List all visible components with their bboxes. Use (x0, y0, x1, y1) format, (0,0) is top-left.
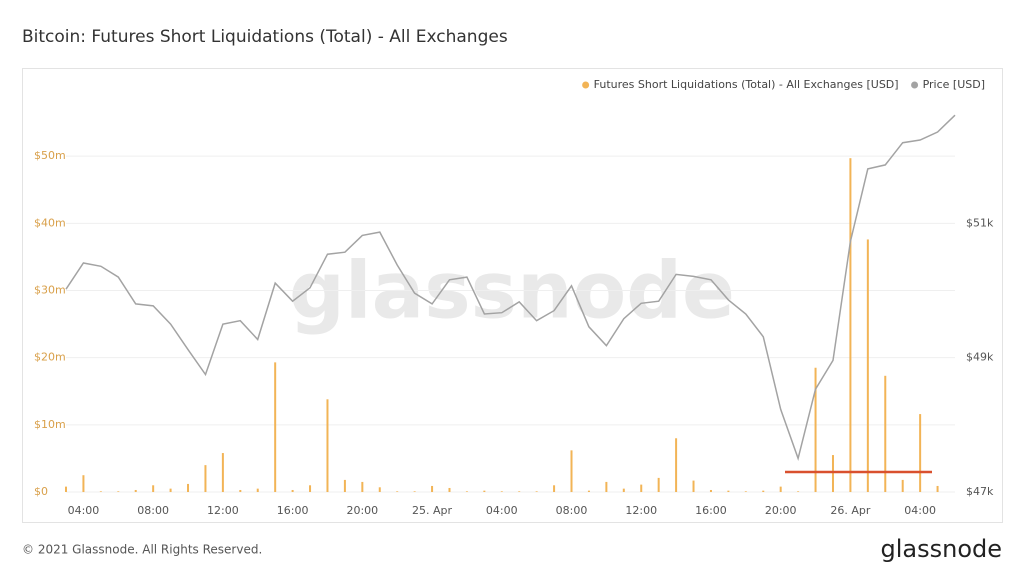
y-tick-label: $10m (34, 418, 66, 431)
bar (570, 450, 573, 492)
bar (448, 487, 451, 492)
bar (65, 486, 67, 492)
legend-label: Futures Short Liquidations (Total) - All… (594, 78, 899, 91)
chart-title: Bitcoin: Futures Short Liquidations (Tot… (22, 27, 508, 47)
bar (901, 479, 904, 492)
bar (640, 484, 643, 492)
bar (675, 438, 678, 492)
bar (692, 480, 695, 492)
x-tick-label: 08:00 (137, 504, 169, 517)
x-tick-label: 04:00 (68, 504, 100, 517)
x-tick-label: 12:00 (625, 504, 657, 517)
bar (309, 485, 312, 492)
bar (709, 489, 712, 492)
logo: glassnode (880, 535, 1002, 563)
y2-tick-label: $51k (966, 216, 994, 229)
x-tick-label: 20:00 (765, 504, 797, 517)
y-tick-label: $50m (34, 149, 66, 162)
x-tick-label: 16:00 (695, 504, 727, 517)
bar (727, 490, 730, 492)
bar (274, 362, 277, 492)
bar (919, 414, 922, 492)
y-tick-label: $40m (34, 216, 66, 229)
x-tick-label: 04:00 (486, 504, 518, 517)
y2-tick-label: $47k (966, 485, 994, 498)
bar (797, 491, 800, 492)
bar (169, 488, 172, 492)
bar (465, 491, 468, 492)
bar (500, 491, 503, 492)
y-tick-label: $20m (34, 351, 66, 364)
x-tick-label: 04:00 (904, 504, 936, 517)
bar (431, 485, 434, 492)
bar (884, 375, 887, 492)
bar (256, 488, 259, 492)
marks (65, 114, 956, 492)
bar (849, 158, 852, 492)
bar (779, 486, 782, 492)
bar (762, 490, 765, 492)
y2-tick-label: $49k (966, 351, 994, 364)
x-tick-label: 25. Apr (412, 504, 452, 517)
legend-swatch (911, 81, 919, 89)
x-tick-label: 08:00 (556, 504, 588, 517)
bar (291, 489, 294, 492)
price-line (65, 114, 956, 461)
y-tick-label: $0 (34, 485, 48, 498)
x-tick-label: 16:00 (277, 504, 309, 517)
bar (744, 491, 747, 492)
x-tick-label: 12:00 (207, 504, 239, 517)
bar (187, 483, 190, 492)
bar (378, 487, 381, 492)
bar (134, 489, 137, 492)
bar (361, 481, 364, 492)
bar (936, 485, 939, 492)
bar (117, 491, 120, 492)
bar (82, 475, 85, 492)
bar (622, 488, 625, 492)
bar (152, 485, 155, 492)
bar (204, 465, 207, 492)
watermark: glassnode (289, 246, 735, 336)
bar (866, 239, 869, 492)
bar (343, 479, 346, 492)
plot-frame (22, 68, 1003, 523)
bar (657, 477, 660, 492)
x-tick-label: 20:00 (346, 504, 378, 517)
bar (831, 455, 834, 492)
bar (396, 491, 399, 492)
x-tick-label: 26. Apr (830, 504, 870, 517)
bar (326, 399, 329, 492)
bar (535, 491, 538, 492)
bar (221, 453, 224, 492)
bar (239, 489, 242, 492)
y-tick-label: $30m (34, 284, 66, 297)
bar (605, 481, 608, 492)
bar (483, 490, 486, 492)
bar (553, 485, 556, 492)
bar (518, 491, 521, 492)
copyright: © 2021 Glassnode. All Rights Reserved. (22, 543, 262, 557)
legend-swatch (582, 81, 590, 89)
bar (99, 491, 102, 492)
bar (587, 490, 590, 492)
bar (413, 491, 416, 492)
bar (814, 367, 817, 492)
legend-label: Price [USD] (923, 78, 985, 91)
